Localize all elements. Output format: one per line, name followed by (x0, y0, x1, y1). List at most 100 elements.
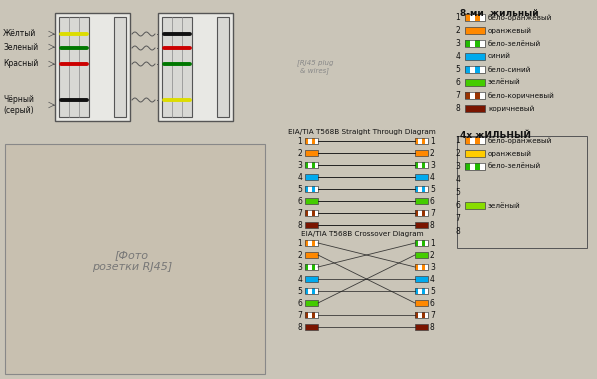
Text: бело-синий: бело-синий (488, 66, 531, 72)
Text: 6: 6 (430, 299, 435, 307)
Bar (415, 264, 428, 270)
Bar (59, 17, 89, 117)
Bar (312, 240, 315, 246)
Text: 5: 5 (455, 188, 460, 197)
Bar (305, 186, 318, 192)
Text: 1: 1 (297, 136, 302, 146)
Text: 4: 4 (297, 274, 302, 283)
Text: 1: 1 (430, 238, 435, 247)
Text: [RJ45 plug
& wires]: [RJ45 plug & wires] (297, 60, 333, 74)
Bar (312, 312, 315, 318)
Bar (305, 240, 318, 246)
Bar (305, 186, 318, 192)
Bar (305, 240, 318, 246)
Text: 5: 5 (430, 185, 435, 194)
Bar (421, 240, 424, 246)
Bar (465, 163, 470, 170)
Bar (415, 162, 428, 168)
Bar (415, 162, 428, 168)
Bar (457, 136, 587, 248)
Bar (415, 210, 428, 216)
Bar (305, 252, 318, 258)
Bar (158, 13, 233, 121)
Text: 7: 7 (430, 208, 435, 218)
Text: 8: 8 (297, 323, 302, 332)
Bar (415, 312, 418, 318)
Text: 3: 3 (430, 160, 435, 169)
Bar (415, 138, 428, 144)
Bar (305, 240, 308, 246)
Bar (305, 312, 308, 318)
Text: зелёный: зелёный (488, 80, 521, 86)
Text: зелёный: зелёный (488, 202, 521, 208)
Text: 2: 2 (430, 251, 435, 260)
Bar (465, 150, 485, 157)
Bar (465, 92, 485, 99)
Text: 2: 2 (430, 149, 435, 158)
Bar (415, 186, 428, 192)
Text: оранжевый: оранжевый (488, 150, 532, 157)
Text: 3: 3 (455, 39, 460, 48)
Bar (415, 186, 418, 192)
Text: 4х жИЛЬНЫЙ: 4х жИЛЬНЫЙ (460, 131, 531, 140)
Bar (305, 186, 308, 192)
Bar (305, 312, 318, 318)
Bar (55, 13, 130, 121)
Bar (305, 162, 308, 168)
Text: бело-оранжевый: бело-оранжевый (488, 137, 552, 144)
Bar (465, 137, 470, 144)
Bar (465, 14, 485, 21)
Bar (305, 312, 318, 318)
Text: 1: 1 (297, 238, 302, 247)
Bar (305, 222, 318, 228)
Bar (465, 92, 485, 99)
Bar (465, 105, 485, 112)
Bar (465, 66, 485, 73)
Bar (162, 17, 192, 117)
Bar (415, 324, 428, 330)
Text: 8: 8 (297, 221, 302, 230)
Bar (465, 202, 485, 209)
Bar (312, 138, 315, 144)
Text: 8: 8 (430, 323, 435, 332)
Bar (217, 17, 229, 117)
Bar (305, 210, 318, 216)
Bar (415, 288, 418, 294)
Bar (415, 300, 428, 306)
Bar (305, 150, 318, 156)
Bar (465, 40, 485, 47)
Bar (305, 198, 318, 204)
Bar (415, 264, 428, 270)
Bar (415, 264, 418, 270)
Text: 7: 7 (455, 91, 460, 100)
Bar (475, 14, 480, 21)
Text: 3: 3 (297, 160, 302, 169)
Bar (421, 162, 424, 168)
Bar (415, 240, 428, 246)
Bar (114, 17, 126, 117)
Text: 7: 7 (430, 310, 435, 319)
Text: 5: 5 (430, 287, 435, 296)
Bar (415, 276, 428, 282)
Bar (465, 66, 470, 73)
Bar (465, 40, 485, 47)
Bar (312, 210, 315, 216)
Bar (415, 162, 418, 168)
Text: Жёлтый: Жёлтый (3, 30, 36, 39)
Text: 2: 2 (456, 26, 460, 35)
Bar (415, 150, 428, 156)
Bar (421, 186, 424, 192)
Bar (305, 138, 308, 144)
Bar (475, 137, 480, 144)
Text: 5: 5 (455, 65, 460, 74)
Text: оранжевый: оранжевый (488, 27, 532, 34)
Text: 6: 6 (455, 201, 460, 210)
Text: 1: 1 (456, 13, 460, 22)
Bar (305, 162, 318, 168)
Bar (305, 138, 318, 144)
Text: 7: 7 (297, 208, 302, 218)
Bar (415, 288, 428, 294)
Bar (415, 240, 418, 246)
Bar (421, 138, 424, 144)
Text: бело-оранжевый: бело-оранжевый (488, 14, 552, 21)
